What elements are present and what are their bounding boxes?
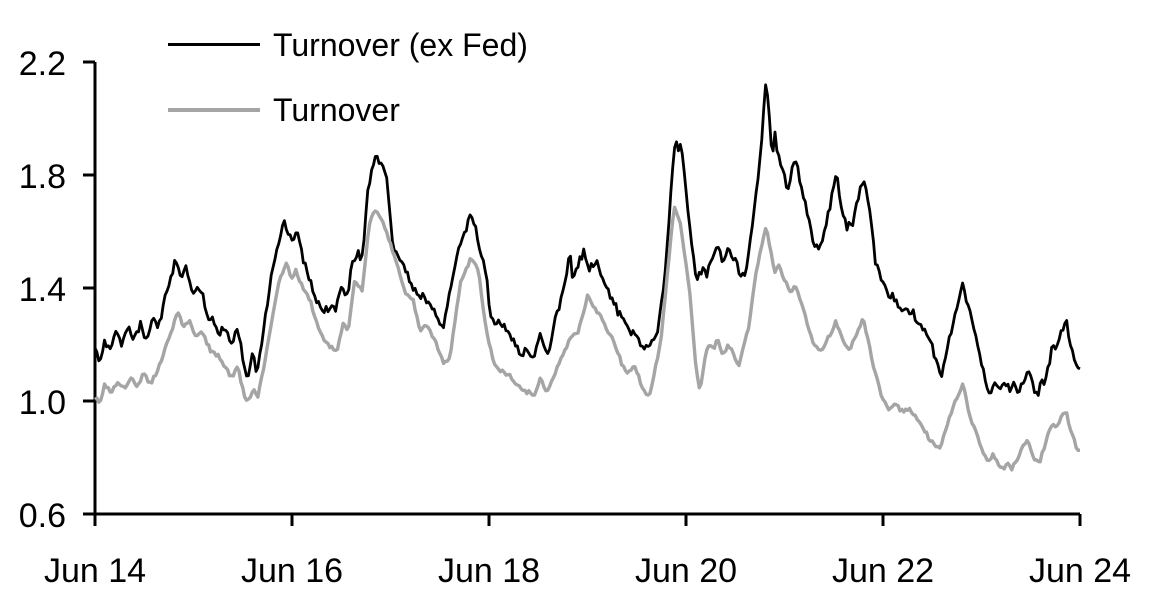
y-axis-tick-label: 2.2 — [19, 45, 66, 83]
y-axis-tick-label: 1.4 — [19, 271, 66, 309]
y-axis-tick-label: 0.6 — [19, 497, 66, 535]
x-axis-tick-label: Jun 18 — [438, 552, 540, 590]
x-axis-tick-label: Jun 16 — [241, 552, 343, 590]
y-axis-tick-label: 1.8 — [19, 158, 66, 196]
x-axis-tick-label: Jun 22 — [832, 552, 934, 590]
legend-line-sample-gray — [168, 107, 260, 112]
legend-item-turnover: Turnover — [168, 91, 528, 128]
series-line-turnover-ex-fed — [93, 83, 1081, 397]
series-line-turnover — [93, 205, 1081, 472]
x-axis-tick-label: Jun 20 — [635, 552, 737, 590]
legend-label-turnover-ex-fed: Turnover (ex Fed) — [273, 26, 528, 63]
legend-line-sample-black — [168, 43, 260, 46]
x-axis-tick-label: Jun 24 — [1029, 552, 1131, 590]
y-axis-tick-label: 1.0 — [19, 384, 66, 422]
chart-legend: Turnover (ex Fed) Turnover — [168, 26, 528, 156]
legend-label-turnover: Turnover — [273, 91, 400, 128]
legend-item-turnover-ex-fed: Turnover (ex Fed) — [168, 26, 528, 63]
x-axis-tick-label: Jun 14 — [44, 552, 146, 590]
